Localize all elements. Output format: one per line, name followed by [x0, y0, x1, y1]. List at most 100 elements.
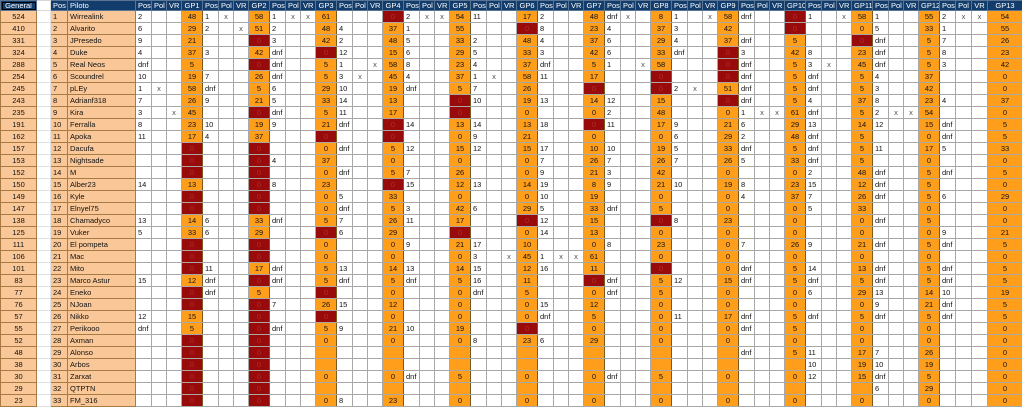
pole-cell[interactable] — [219, 263, 234, 275]
fastest-lap-cell[interactable] — [703, 155, 718, 167]
race-pos-cell[interactable]: 12 — [337, 47, 353, 59]
pole-cell[interactable] — [152, 263, 167, 275]
gp-points-cell[interactable]: 5 — [450, 83, 471, 95]
fastest-lap-cell[interactable] — [301, 323, 316, 335]
pole-cell[interactable] — [219, 59, 234, 71]
race-pos-cell[interactable]: 2 — [672, 83, 688, 95]
pole-cell[interactable] — [621, 35, 636, 47]
standing-pos-cell[interactable]: 4 — [51, 47, 68, 59]
fastest-lap-cell[interactable]: x — [636, 59, 651, 71]
race-pos-cell[interactable] — [672, 203, 688, 215]
gp-points-cell[interactable]: 21 — [383, 323, 404, 335]
general-points-cell[interactable]: 150 — [1, 179, 37, 191]
gp-points-cell-penalty[interactable]: 0 — [316, 287, 337, 299]
fastest-lap-cell[interactable] — [972, 287, 988, 299]
fastest-lap-cell[interactable] — [435, 263, 450, 275]
pole-cell[interactable] — [353, 335, 368, 347]
fastest-lap-cell[interactable] — [636, 311, 651, 323]
race-pos-cell[interactable]: 2 — [605, 107, 621, 119]
pole-cell[interactable]: x — [286, 11, 301, 23]
gp-points-cell[interactable]: 42 — [988, 59, 1022, 71]
driver-name-cell[interactable]: Nightsade — [68, 155, 136, 167]
pole-cell[interactable] — [688, 335, 703, 347]
fastest-lap-cell[interactable] — [435, 275, 450, 287]
gp-points-cell[interactable]: 0 — [718, 191, 739, 203]
race-pos-cell[interactable] — [337, 383, 353, 395]
driver-name-cell[interactable]: Ferralla — [68, 119, 136, 131]
fastest-lap-cell[interactable] — [569, 131, 584, 143]
fastest-lap-cell[interactable] — [435, 155, 450, 167]
gp-points-cell[interactable]: 0 — [584, 131, 605, 143]
pole-cell[interactable] — [755, 215, 770, 227]
pole-cell[interactable] — [688, 191, 703, 203]
race-pos-cell[interactable] — [605, 131, 621, 143]
race-pos-cell[interactable]: 10 — [337, 83, 353, 95]
gp-points-cell[interactable]: 48 — [517, 35, 538, 47]
gp-points-cell-penalty[interactable]: 0 — [249, 359, 270, 371]
fastest-lap-cell[interactable] — [502, 287, 517, 299]
pole-cell[interactable] — [286, 335, 301, 347]
fastest-lap-cell[interactable]: x — [837, 11, 852, 23]
race-pos-cell[interactable] — [739, 227, 755, 239]
fastest-lap-cell[interactable] — [234, 359, 249, 371]
race-pos-cell[interactable] — [672, 251, 688, 263]
fastest-lap-cell[interactable] — [837, 167, 852, 179]
gp-points-cell[interactable]: 5 — [785, 83, 806, 95]
pole-cell[interactable] — [554, 203, 569, 215]
race-pos-cell[interactable]: 6 — [270, 83, 286, 95]
race-pos-cell[interactable] — [873, 155, 889, 167]
race-pos-cell[interactable]: 4 — [270, 155, 286, 167]
race-pos-cell[interactable]: 9 — [203, 95, 219, 107]
standing-pos-cell[interactable]: 12 — [51, 143, 68, 155]
fastest-lap-cell[interactable] — [167, 131, 182, 143]
gp-points-cell[interactable]: 15 — [718, 275, 739, 287]
fastest-lap-cell[interactable] — [837, 143, 852, 155]
pole-cell[interactable] — [420, 71, 435, 83]
gp-points-cell[interactable]: 26 — [852, 191, 873, 203]
race-pos-cell[interactable]: 9 — [337, 323, 353, 335]
pole-cell[interactable] — [554, 359, 569, 371]
race-pos-cell[interactable] — [136, 263, 152, 275]
pole-cell[interactable] — [420, 275, 435, 287]
race-pos-cell[interactable]: 7 — [605, 155, 621, 167]
fastest-lap-cell[interactable] — [770, 119, 785, 131]
pole-cell[interactable] — [152, 167, 167, 179]
fastest-lap-cell[interactable] — [837, 275, 852, 287]
pole-cell[interactable] — [889, 35, 904, 47]
gp-points-cell[interactable]: 0 — [517, 107, 538, 119]
pole-cell[interactable] — [956, 191, 972, 203]
fastest-lap-cell[interactable] — [904, 323, 919, 335]
pole-cell[interactable] — [219, 83, 234, 95]
pole-cell[interactable] — [688, 11, 703, 23]
driver-name-cell[interactable]: Kyle — [68, 191, 136, 203]
fastest-lap-cell[interactable] — [502, 371, 517, 383]
header-gp-pos[interactable]: Pos — [672, 1, 688, 11]
gp-points-cell-penalty[interactable]: 0 — [785, 23, 806, 35]
pole-cell[interactable] — [219, 107, 234, 119]
race-pos-cell[interactable]: 2 — [806, 167, 822, 179]
fastest-lap-cell[interactable] — [837, 287, 852, 299]
gp-points-cell[interactable]: 54 — [450, 11, 471, 23]
gp-points-cell[interactable]: 5 — [852, 107, 873, 119]
race-pos-cell[interactable]: dnf — [337, 167, 353, 179]
race-pos-cell[interactable] — [605, 347, 621, 359]
fastest-lap-cell[interactable] — [569, 239, 584, 251]
pole-cell[interactable] — [822, 107, 837, 119]
pole-cell[interactable] — [554, 167, 569, 179]
pole-cell[interactable] — [688, 95, 703, 107]
race-pos-cell[interactable] — [806, 35, 822, 47]
gp-points-cell[interactable]: 5 — [919, 239, 940, 251]
pole-cell[interactable] — [554, 371, 569, 383]
gp-points-cell[interactable]: 58 — [651, 59, 672, 71]
race-pos-cell[interactable]: dnf — [873, 215, 889, 227]
driver-name-cell[interactable]: Mac — [68, 251, 136, 263]
race-pos-cell[interactable] — [404, 227, 420, 239]
pole-cell[interactable] — [621, 287, 636, 299]
race-pos-cell[interactable]: 14 — [337, 95, 353, 107]
pole-cell[interactable]: x — [353, 71, 368, 83]
pole-cell[interactable] — [219, 347, 234, 359]
standing-pos-cell[interactable]: 8 — [51, 95, 68, 107]
pole-cell[interactable] — [487, 275, 502, 287]
gp-points-cell[interactable]: 33 — [718, 143, 739, 155]
race-pos-cell[interactable] — [136, 371, 152, 383]
